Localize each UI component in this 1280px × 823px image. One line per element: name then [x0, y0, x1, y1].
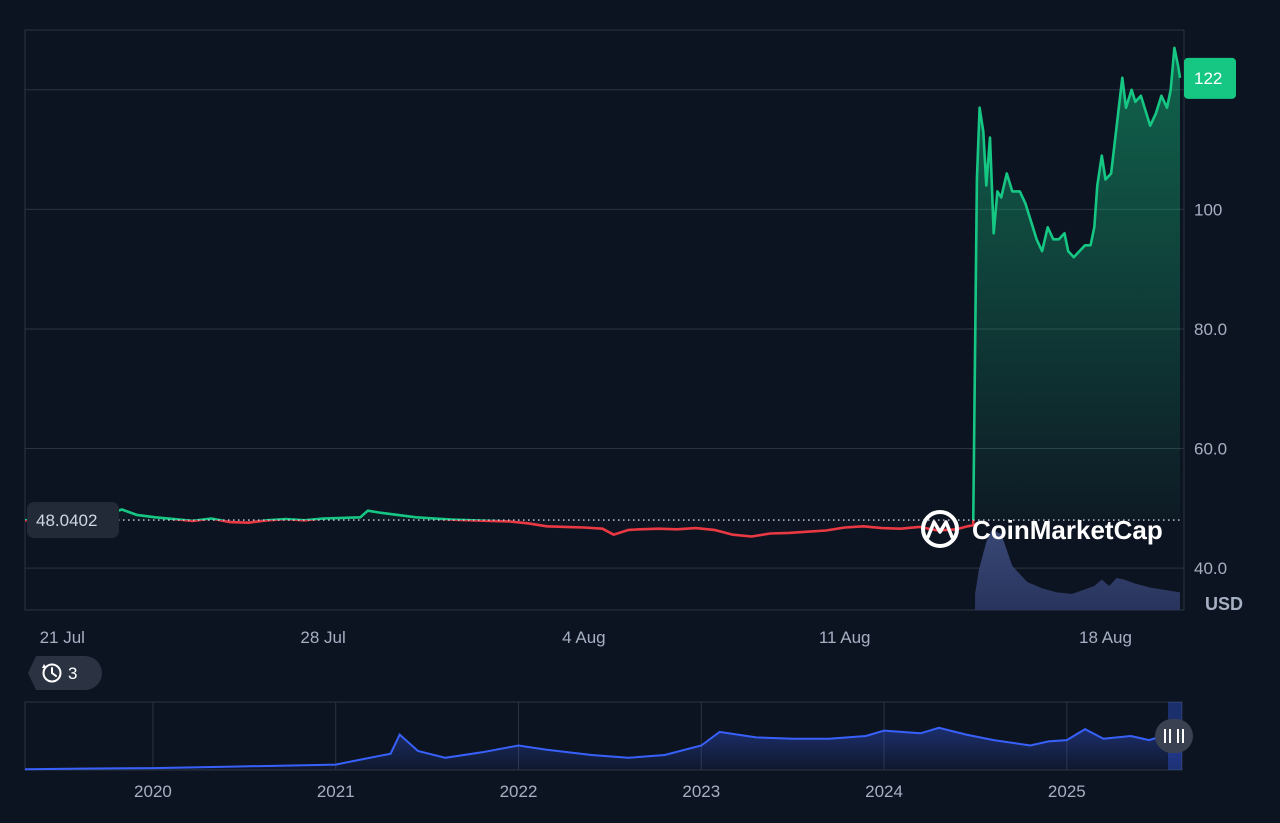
- navigator-tick-label: 2021: [317, 782, 355, 801]
- last-price-value: 122: [1194, 69, 1222, 88]
- coinmarketcap-logo: CoinMarketCap: [921, 510, 1163, 548]
- price-line-up: [25, 46, 1182, 521]
- y-axis-ticks: 40.0 60.0 80.0 100: [1194, 200, 1227, 578]
- navigator-tick-label: 2024: [865, 782, 903, 801]
- navigator-tick-label: 2023: [682, 782, 720, 801]
- price-area-up: [28, 47, 1180, 521]
- price-line-down: [25, 520, 975, 538]
- plot-area: [24, 29, 1185, 611]
- price-fill: [25, 47, 1180, 537]
- history-count: 3: [68, 664, 77, 683]
- x-tick-label: 21 Jul: [40, 628, 85, 647]
- reference-value-badge: 48.0402: [27, 502, 119, 539]
- pause-icon: [1164, 729, 1184, 743]
- coinmarketcap-icon: [921, 510, 959, 548]
- y-tick-label: 100: [1194, 200, 1222, 219]
- x-tick-label: 11 Aug: [819, 628, 871, 647]
- volume-bar: [975, 530, 1180, 610]
- y-tick-label: 80.0: [1194, 320, 1227, 339]
- unit-label: USD: [1205, 594, 1243, 614]
- navigator-tick-label: 2022: [500, 782, 538, 801]
- navigator-ticks: 2020 2021 2022 2023 2024 2025: [134, 782, 1086, 801]
- navigator-handle[interactable]: [1155, 719, 1193, 753]
- last-price-badge: 122: [1184, 57, 1236, 99]
- price-line: [25, 46, 1182, 538]
- navigator-fill: [25, 727, 1182, 770]
- history-button[interactable]: 3: [28, 656, 102, 690]
- y-tick-label: 60.0: [1194, 440, 1227, 459]
- x-tick-label: 28 Jul: [300, 628, 345, 647]
- navigator-series-line: [24, 726, 1183, 771]
- history-icon: [42, 663, 62, 683]
- volume-area: [975, 530, 1180, 610]
- reference-value: 48.0402: [36, 511, 97, 530]
- navigator-tick-label: 2025: [1048, 782, 1086, 801]
- x-axis-ticks: 21 Jul 28 Jul 4 Aug 11 Aug 18 Aug: [40, 628, 1132, 647]
- navigator-line: [24, 726, 1183, 771]
- x-tick-label: 4 Aug: [562, 628, 606, 647]
- navigator-tick-label: 2020: [134, 782, 172, 801]
- coinmarketcap-wordmark: CoinMarketCap: [972, 515, 1163, 545]
- y-tick-label: 40.0: [1194, 559, 1227, 578]
- x-tick-label: 18 Aug: [1079, 628, 1132, 647]
